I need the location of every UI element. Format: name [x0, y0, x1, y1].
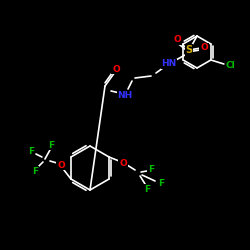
Text: F: F: [148, 164, 154, 173]
Text: NH: NH: [118, 92, 132, 100]
Text: F: F: [32, 166, 38, 175]
Text: O: O: [57, 160, 65, 170]
Text: Cl: Cl: [226, 60, 236, 70]
Text: F: F: [48, 140, 54, 149]
Text: F: F: [144, 184, 150, 194]
Text: O: O: [112, 64, 120, 74]
Text: F: F: [28, 146, 34, 156]
Text: O: O: [119, 158, 127, 168]
Text: O: O: [173, 36, 181, 44]
Text: HN: HN: [162, 60, 176, 68]
Text: S: S: [186, 45, 192, 55]
Text: O: O: [200, 44, 208, 52]
Text: F: F: [158, 178, 164, 188]
